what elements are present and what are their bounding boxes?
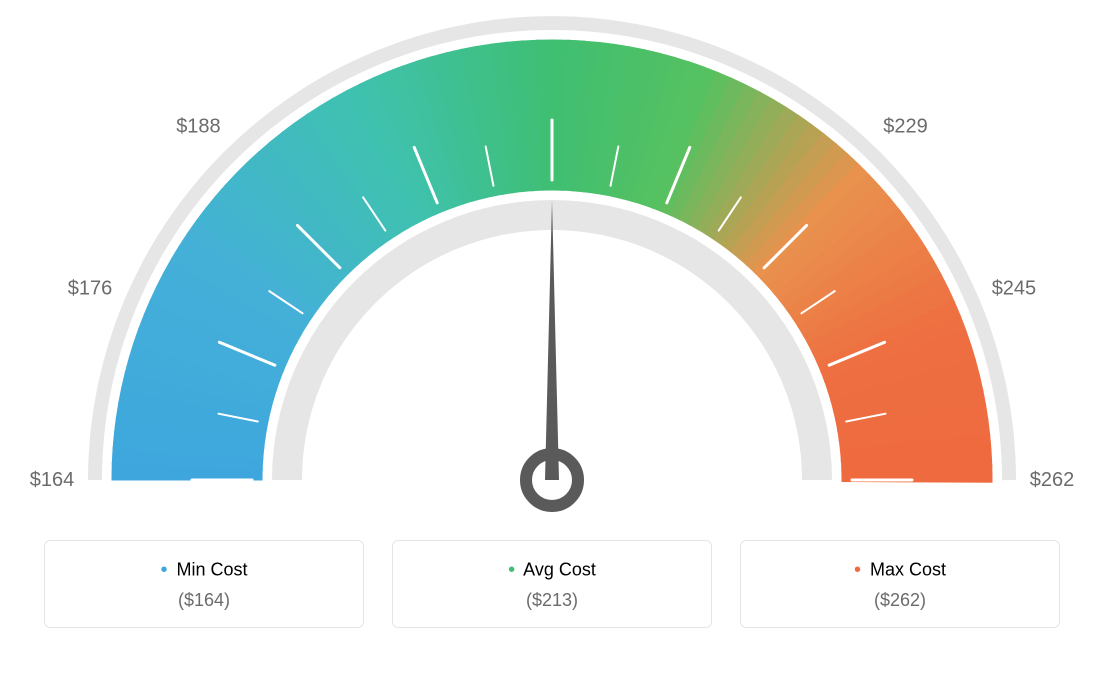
min-dot-icon: • <box>160 559 167 581</box>
gauge-tick-label: $229 <box>883 115 928 137</box>
gauge-tick-label: $176 <box>68 278 113 300</box>
summary-cards-row: • Min Cost ($164) • Avg Cost ($213) • Ma… <box>0 540 1104 658</box>
avg-dot-icon: • <box>508 559 515 581</box>
cost-gauge: $164$176$188$213$229$245$262 <box>0 0 1104 540</box>
min-cost-title: • Min Cost <box>55 559 353 582</box>
gauge-tick-label: $188 <box>176 115 221 137</box>
gauge-tick-label: $164 <box>30 469 75 491</box>
gauge-svg: $164$176$188$213$229$245$262 <box>0 0 1104 540</box>
avg-cost-value: ($213) <box>403 590 701 611</box>
avg-cost-card: • Avg Cost ($213) <box>392 540 712 628</box>
max-cost-title: • Max Cost <box>751 559 1049 582</box>
avg-label: Avg Cost <box>523 559 596 579</box>
max-cost-card: • Max Cost ($262) <box>740 540 1060 628</box>
gauge-tick-label: $262 <box>1030 469 1075 491</box>
min-cost-card: • Min Cost ($164) <box>44 540 364 628</box>
min-label: Min Cost <box>177 559 248 579</box>
max-cost-value: ($262) <box>751 590 1049 611</box>
gauge-needle <box>545 200 559 480</box>
avg-cost-title: • Avg Cost <box>403 559 701 582</box>
max-dot-icon: • <box>854 559 861 581</box>
gauge-tick-label: $245 <box>992 278 1037 300</box>
max-label: Max Cost <box>870 559 946 579</box>
min-cost-value: ($164) <box>55 590 353 611</box>
